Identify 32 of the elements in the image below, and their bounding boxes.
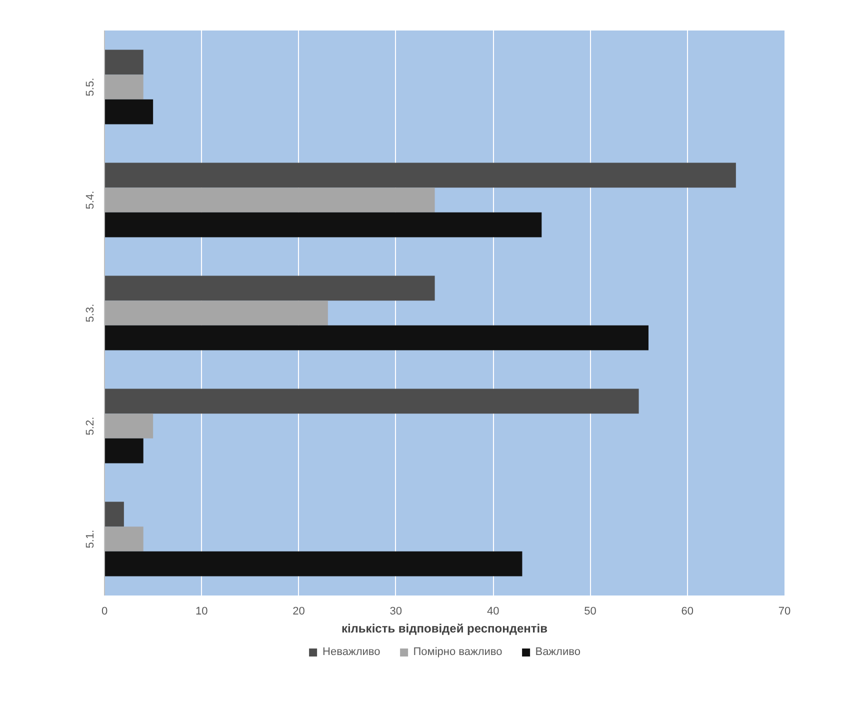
legend-label: Важливо	[535, 646, 580, 658]
x-tick-label: 20	[292, 606, 305, 618]
bar	[104, 162, 736, 188]
bar	[104, 300, 328, 326]
x-tick-label: 70	[778, 606, 791, 618]
x-tick-label: 0	[101, 606, 108, 618]
x-tick-label: 30	[390, 606, 402, 618]
bar	[104, 74, 144, 100]
bar	[104, 551, 522, 576]
legend-label: Неважливо	[322, 646, 380, 658]
y-tick-label: 5.5.	[84, 78, 96, 96]
y-tick-label: 5.4.	[84, 190, 96, 210]
x-tick-label: 50	[584, 606, 596, 618]
y-tick-label: 5.2.	[84, 416, 96, 436]
bar	[104, 502, 124, 527]
x-axis-title: кількість відповідей респондентів	[341, 622, 548, 636]
bar	[104, 99, 154, 124]
bar	[104, 212, 542, 238]
bar	[104, 438, 144, 464]
bar	[104, 276, 435, 301]
bar	[104, 414, 154, 438]
y-tick-label: 5.1.	[84, 530, 96, 548]
legend-label: Помірно важливо	[413, 646, 502, 658]
x-tick-label: 60	[681, 606, 694, 618]
bar	[104, 50, 144, 75]
bar	[104, 325, 648, 350]
y-tick-label: 5.3.	[84, 304, 96, 322]
bar	[104, 388, 639, 414]
bar	[104, 188, 435, 212]
bar	[104, 526, 144, 552]
x-tick-label: 40	[486, 606, 500, 618]
x-tick-label: 10	[196, 606, 208, 618]
